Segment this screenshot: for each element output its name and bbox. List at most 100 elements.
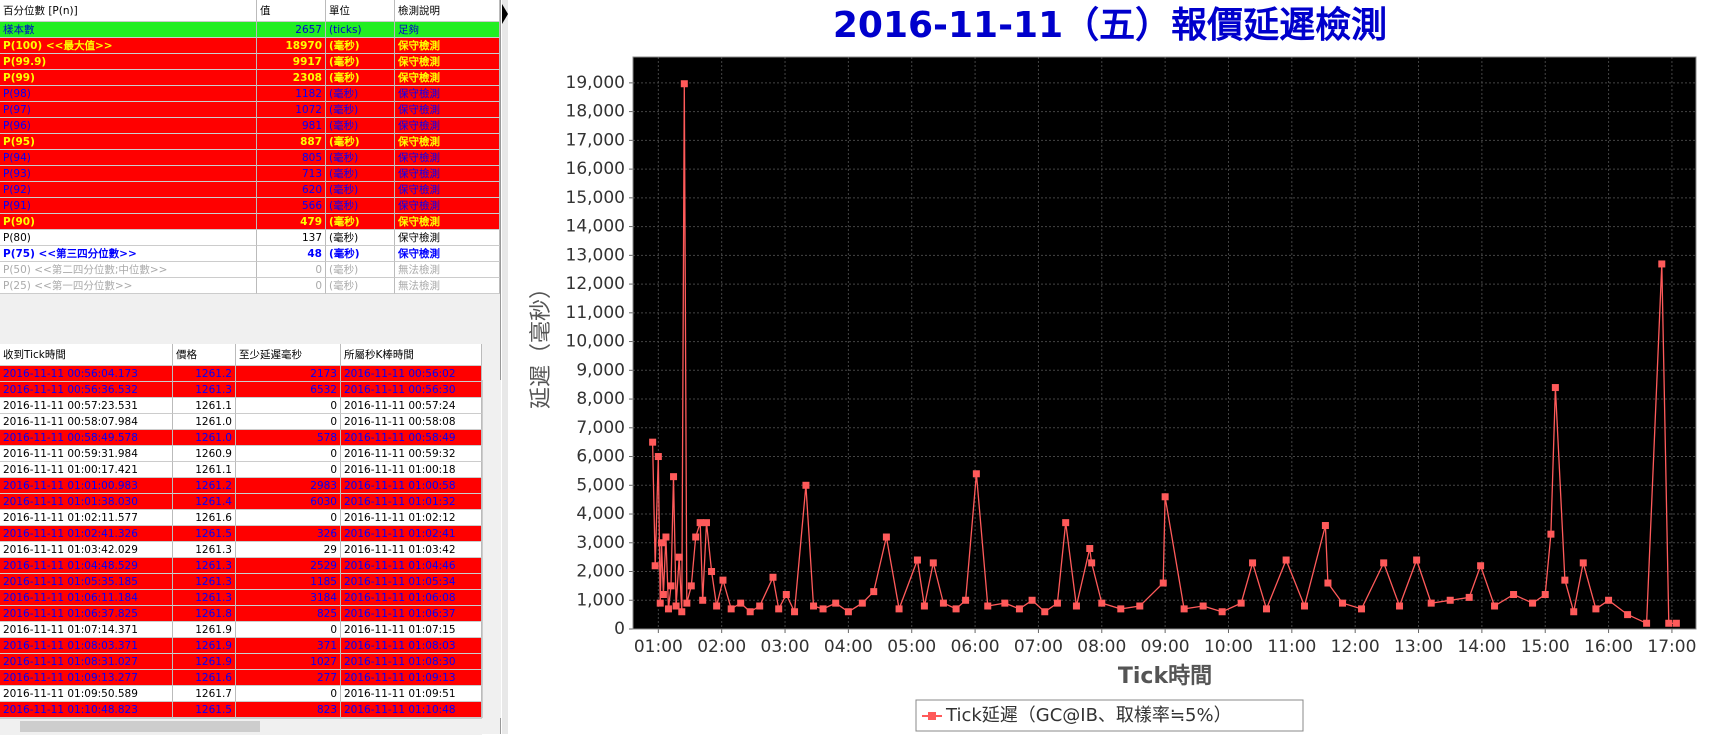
column-header[interactable]: 至少延遲毫秒 bbox=[236, 344, 341, 366]
data-point bbox=[1672, 619, 1680, 627]
data-point bbox=[882, 533, 890, 541]
column-header[interactable]: 百分位數 [P(n)] bbox=[0, 0, 257, 22]
data-point bbox=[649, 438, 657, 446]
table-row[interactable]: P(75) <<第三四分位數>> 48 (毫秒) 保守檢測 bbox=[0, 246, 500, 262]
table-cell: 1261.1 bbox=[173, 398, 236, 414]
table-row[interactable]: 2016-11-11 01:06:37.825 1261.8 825 2016-11-… bbox=[0, 606, 482, 622]
table-cell: 2016-11-11 01:06:11.184 bbox=[0, 590, 173, 606]
vertical-scrollbar[interactable] bbox=[482, 380, 501, 718]
table-row[interactable]: 2016-11-11 01:10:48.823 1261.5 823 2016-11-… bbox=[0, 702, 482, 718]
table-row[interactable]: 2016-11-11 00:56:04.173 1261.2 2173 2016-11… bbox=[0, 366, 482, 382]
table-row[interactable]: 2016-11-11 01:03:42.029 1261.3 29 2016-11-1… bbox=[0, 542, 482, 558]
table-row[interactable]: P(95) 887 (毫秒) 保守檢測 bbox=[0, 134, 500, 150]
table-row[interactable]: P(92) 620 (毫秒) 保守檢測 bbox=[0, 182, 500, 198]
table-cell: 823 bbox=[236, 702, 341, 718]
table-row[interactable]: 2016-11-11 00:58:49.578 1261.0 578 2016-11-… bbox=[0, 430, 482, 446]
table-cell: 2016-11-11 01:09:13.277 bbox=[0, 670, 173, 686]
table-header: 收到Tick時間 價格 至少延遲毫秒 所屬秒K棒時間 bbox=[0, 344, 482, 366]
table-row[interactable]: 2016-11-11 01:00:17.421 1261.1 0 2016-11-11… bbox=[0, 462, 482, 478]
table-cell: 18970 bbox=[257, 38, 326, 54]
x-tick-label: 16:00 bbox=[1584, 637, 1633, 657]
horizontal-scrollbar[interactable] bbox=[0, 718, 482, 735]
table-row[interactable]: 2016-11-11 01:05:35.185 1261.3 1185 2016-11… bbox=[0, 574, 482, 590]
data-point bbox=[656, 599, 664, 607]
column-header[interactable]: 所屬秒K棒時間 bbox=[341, 344, 482, 366]
table-row[interactable]: 2016-11-11 00:57:23.531 1261.1 0 2016-11-11… bbox=[0, 398, 482, 414]
table-cell: 2016-11-11 01:06:08 bbox=[341, 590, 482, 606]
table-row[interactable]: 2016-11-11 01:04:48.529 1261.3 2529 2016-11… bbox=[0, 558, 482, 574]
table-cell: 保守檢測 bbox=[395, 102, 500, 118]
table-cell: 0 bbox=[236, 462, 341, 478]
y-axis-label: 延遲（毫秒） bbox=[529, 277, 554, 409]
table-row[interactable]: P(91) 566 (毫秒) 保守檢測 bbox=[0, 198, 500, 214]
table-cell: 1261.9 bbox=[173, 654, 236, 670]
table-row[interactable]: 2016-11-11 01:09:13.277 1261.6 277 2016-11-… bbox=[0, 670, 482, 686]
column-header[interactable]: 價格 bbox=[173, 344, 236, 366]
table-cell: 277 bbox=[236, 670, 341, 686]
column-header[interactable]: 單位 bbox=[326, 0, 395, 22]
table-cell: 2016-11-11 01:04:46 bbox=[341, 558, 482, 574]
data-point bbox=[1358, 605, 1366, 613]
table-cell: 2016-11-11 01:00:18 bbox=[341, 462, 482, 478]
table-row[interactable]: P(99.9) 9917 (毫秒) 保守檢測 bbox=[0, 54, 500, 70]
data-point bbox=[1380, 559, 1388, 567]
table-cell: 保守檢測 bbox=[395, 182, 500, 198]
table-row[interactable]: P(90) 479 (毫秒) 保守檢測 bbox=[0, 214, 500, 230]
data-point bbox=[952, 605, 960, 613]
table-cell: 1261.0 bbox=[173, 414, 236, 430]
table-cell: 2016-11-11 01:06:37 bbox=[341, 606, 482, 622]
table-cell: 326 bbox=[236, 526, 341, 542]
table-row[interactable]: P(96) 981 (毫秒) 保守檢測 bbox=[0, 118, 500, 134]
table-cell: 保守檢測 bbox=[395, 38, 500, 54]
splitter[interactable] bbox=[502, 0, 508, 734]
table-row[interactable]: 2016-11-11 00:59:31.984 1260.9 0 2016-11-11… bbox=[0, 446, 482, 462]
table-row[interactable]: 2016-11-11 01:08:31.027 1261.9 1027 2016-11… bbox=[0, 654, 482, 670]
table-row[interactable]: 2016-11-11 00:56:36.532 1261.3 6532 2016-11… bbox=[0, 382, 482, 398]
scroll-thumb[interactable] bbox=[20, 721, 260, 732]
table-row[interactable]: 2016-11-11 01:06:11.184 1261.3 3184 2016-11… bbox=[0, 590, 482, 606]
table-cell: P(91) bbox=[0, 198, 257, 214]
table-row[interactable]: 2016-11-11 00:58:07.984 1261.0 0 2016-11-11… bbox=[0, 414, 482, 430]
column-header[interactable]: 值 bbox=[257, 0, 326, 22]
table-cell: P(98) bbox=[0, 86, 257, 102]
data-point bbox=[737, 599, 745, 607]
table-cell: 2016-11-11 01:09:51 bbox=[341, 686, 482, 702]
table-cell: 2016-11-11 00:58:07.984 bbox=[0, 414, 173, 430]
table-row[interactable]: 2016-11-11 01:01:38.030 1261.4 6030 2016-11… bbox=[0, 494, 482, 510]
table-cell: 1072 bbox=[257, 102, 326, 118]
table-row[interactable]: 2016-11-11 01:09:50.589 1261.7 0 2016-11-11… bbox=[0, 686, 482, 702]
table-cell: 2016-11-11 00:57:23.531 bbox=[0, 398, 173, 414]
table-cell: 1261.4 bbox=[173, 494, 236, 510]
table-row[interactable]: P(97) 1072 (毫秒) 保守檢測 bbox=[0, 102, 500, 118]
table-row[interactable]: 2016-11-11 01:02:11.577 1261.6 0 2016-11-11… bbox=[0, 510, 482, 526]
column-header[interactable]: 檢測說明 bbox=[395, 0, 500, 22]
table-row[interactable]: P(50) <<第二四分位數;中位數>> 0 (毫秒) 無法檢測 bbox=[0, 262, 500, 278]
table-row[interactable]: P(93) 713 (毫秒) 保守檢測 bbox=[0, 166, 500, 182]
table-row[interactable]: P(98) 1182 (毫秒) 保守檢測 bbox=[0, 86, 500, 102]
x-tick-label: 07:00 bbox=[1014, 637, 1063, 657]
table-row[interactable]: P(94) 805 (毫秒) 保守檢測 bbox=[0, 150, 500, 166]
table-row[interactable]: P(80) 137 (毫秒) 保守檢測 bbox=[0, 230, 500, 246]
y-tick-label: 9,000 bbox=[576, 360, 625, 380]
table-cell: 6532 bbox=[236, 382, 341, 398]
table-cell: 0 bbox=[236, 510, 341, 526]
splitter-arrow[interactable] bbox=[502, 4, 508, 24]
table-cell: 825 bbox=[236, 606, 341, 622]
table-cell: 2016-11-11 01:06:37.825 bbox=[0, 606, 173, 622]
table-cell: 2016-11-11 00:57:24 bbox=[341, 398, 482, 414]
table-row[interactable]: 2016-11-11 01:08:03.371 1261.9 371 2016-11-… bbox=[0, 638, 482, 654]
table-row[interactable]: P(99) 2308 (毫秒) 保守檢測 bbox=[0, 70, 500, 86]
table-row[interactable]: 2016-11-11 01:02:41.326 1261.5 326 2016-11-… bbox=[0, 526, 482, 542]
x-tick-label: 13:00 bbox=[1394, 637, 1443, 657]
column-header[interactable]: 收到Tick時間 bbox=[0, 344, 173, 366]
table-row[interactable]: P(100) <<最大值>> 18970 (毫秒) 保守檢測 bbox=[0, 38, 500, 54]
table-cell: 1261.2 bbox=[173, 478, 236, 494]
table-row[interactable]: P(25) <<第一四分位數>> 0 (毫秒) 無法檢測 bbox=[0, 278, 500, 294]
table-row[interactable]: 2016-11-11 01:07:14.371 1261.9 0 2016-11-11… bbox=[0, 622, 482, 638]
data-point bbox=[1301, 602, 1309, 610]
table-row[interactable]: 樣本數 2657 (ticks) 足夠 bbox=[0, 22, 500, 38]
table-cell: 2016-11-11 01:09:13 bbox=[341, 670, 482, 686]
table-row[interactable]: 2016-11-11 01:01:00.983 1261.2 2983 2016-11… bbox=[0, 478, 482, 494]
y-tick-label: 10,000 bbox=[566, 332, 625, 352]
x-tick-label: 15:00 bbox=[1521, 637, 1570, 657]
